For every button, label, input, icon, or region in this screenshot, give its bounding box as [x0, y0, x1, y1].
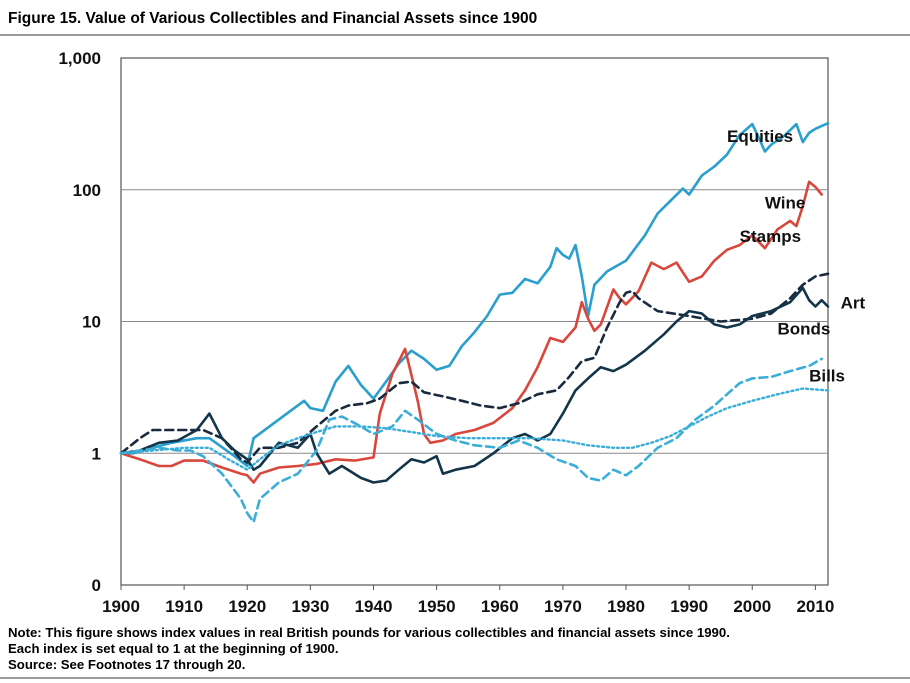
x-tick-label: 1910	[165, 597, 203, 616]
series-line-stamps	[119, 272, 830, 464]
x-tick-label: 2010	[796, 597, 834, 616]
series-line-bonds	[119, 357, 823, 524]
x-tick-label: 1980	[607, 597, 645, 616]
series-label-stamps: Stamps	[740, 227, 801, 246]
note-line: Note: This figure shows index values in …	[8, 625, 730, 640]
x-tick-label: 1960	[481, 597, 519, 616]
x-tick-label: 1970	[544, 597, 582, 616]
bottom-divider	[0, 677, 910, 679]
x-tick-label: 1990	[670, 597, 708, 616]
series-label-equities: Equities	[727, 127, 793, 146]
y-tick-label: 1,000	[58, 49, 101, 68]
series-line-wine	[119, 180, 823, 484]
x-tick-label: 1900	[102, 597, 140, 616]
y-tick-label: 1	[92, 444, 101, 463]
series-label-wine: Wine	[765, 194, 805, 213]
series-line-bills	[119, 387, 830, 471]
series-label-bills: Bills	[809, 367, 845, 386]
figure-note: Note: This figure shows index values in …	[8, 625, 730, 673]
x-tick-label: 1920	[228, 597, 266, 616]
series-label-art: Art	[841, 294, 866, 313]
series-lines	[119, 121, 830, 524]
series-labels: Equities Wine Stamps Art Bonds Bills	[727, 127, 866, 385]
series-label-bonds: Bonds	[778, 319, 831, 338]
x-tick-label: 2000	[733, 597, 771, 616]
y-tick-label: 0	[92, 576, 101, 595]
figure-title: Figure 15. Value of Various Collectibles…	[8, 10, 538, 27]
title-divider	[0, 34, 910, 36]
y-tick-label: 10	[82, 313, 101, 332]
series-line-art	[119, 286, 830, 484]
x-tick-label: 1950	[418, 597, 456, 616]
y-tick-label: 100	[73, 181, 101, 200]
series-line-equities	[119, 121, 830, 468]
note-line: Each index is set equal to 1 at the begi…	[8, 641, 339, 656]
source-line: Source: See Footnotes 17 through 20.	[8, 657, 246, 672]
x-tick-label: 1940	[355, 597, 393, 616]
x-tick-label: 1930	[291, 597, 329, 616]
x-axis: 1900 1910 1920 1930 1940 1950 1960 1970 1980 1990…	[102, 585, 834, 616]
